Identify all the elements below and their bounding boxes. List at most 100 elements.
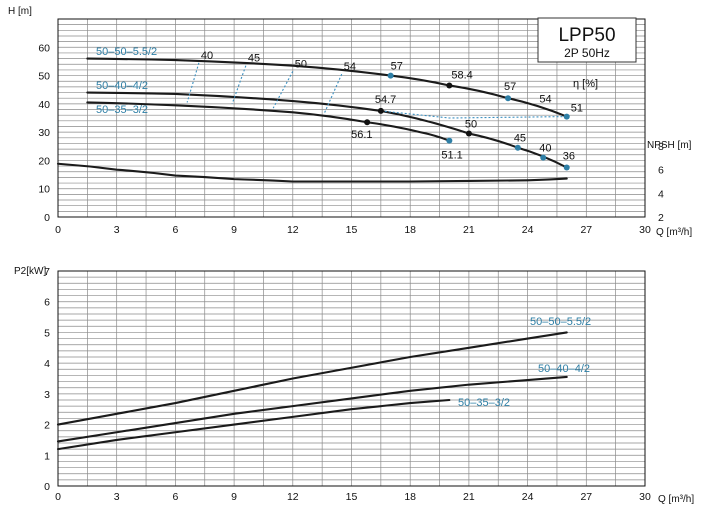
y-tick-label: 5 [44,327,50,339]
efficiency-label: 57 [504,81,516,93]
head-curve-2 [86,101,451,142]
efficiency-label: 51 [571,103,583,115]
efficiency-label: 57 [391,61,403,73]
x-tick-label: 24 [522,224,534,236]
x-tick-label: 6 [172,224,178,236]
x-tick-label: 18 [404,491,416,503]
efficiency-label: 54 [539,93,551,105]
iso-efficiency-line [231,65,247,105]
series-label-50-35: 50–35–3/2 [96,104,148,116]
efficiency-label: 54.7 [375,94,396,106]
efficiency-point [540,154,547,161]
x-tick-label: 12 [287,224,299,236]
power-curve-1 [56,375,568,443]
efficiency-label: 40 [201,50,213,62]
x-tick-label: 0 [55,224,61,236]
x-tick-label: 3 [114,491,120,503]
y-tick-label: 6 [44,297,50,309]
y-tick-label: 7 [44,266,50,278]
npsh-curve [56,162,568,183]
power-axis-label: P2[kW] [14,266,46,277]
x-tick-label: 9 [231,224,237,236]
efficiency-label: 54 [344,61,356,73]
efficiency-point [387,72,394,79]
y-tick-label: 1 [44,450,50,462]
head-axis-label: H [m] [8,6,32,17]
power-curve-labels: 50–50–5.5/2 50–40–4/2 50–35–3/2 [458,316,591,409]
x-tick-label: 12 [287,491,299,503]
chart-subtitle: 2P 50Hz [564,46,610,60]
x-tick-label: 15 [346,224,358,236]
power-plot-frame [57,270,646,487]
head-axis-labels: H [m] Q [m³/h] NPSH [m] [8,6,692,238]
x-tick-label: 27 [580,491,592,503]
npsh-axis-label: NPSH [m] [647,140,692,151]
efficiency-point [446,82,453,89]
chart-title: LPP50 [558,25,615,46]
y-tick-label: 40 [38,99,50,111]
power-label-50-40: 50–40–4/2 [538,363,590,375]
efficiency-label: 50 [295,58,307,70]
title-frame [537,17,637,63]
x-tick-label: 27 [580,224,592,236]
efficiency-point [563,164,570,171]
y-tick-label: 2 [44,420,50,432]
x-tick-label: 30 [639,491,651,503]
y-tick-label: 0 [44,212,50,224]
series-label-50-40: 50–40–4/2 [96,80,148,92]
iso-efficiency-line [272,71,294,109]
x-tick-label: 6 [172,491,178,503]
x-tick-label: 21 [463,224,475,236]
power-label-50-35: 50–35–3/2 [458,397,510,409]
npsh-tick-label: 6 [658,165,664,177]
head-plot-frame [57,18,646,218]
flow-axis-label-bottom: Q [m³/h] [658,494,694,505]
efficiency-point [563,113,570,120]
iso-efficiency-line [186,62,200,103]
x-tick-label: 9 [231,491,237,503]
y-tick-label: 50 [38,71,50,83]
power-curves [56,331,568,451]
power-curve-2 [56,398,451,451]
efficiency-label: 51.1 [441,150,462,162]
x-tick-label: 30 [639,224,651,236]
npsh-tick-label: 4 [658,188,664,200]
x-tick-label: 0 [55,491,61,503]
iso-efficiency-line [380,110,567,119]
efficiency-label: 45 [514,133,526,145]
power-axis-labels: P2[kW] Q [m³/h] [14,266,694,505]
npsh-tick-label: 2 [658,212,664,224]
efficiency-label: η [%] [573,78,598,90]
y-tick-label: 60 [38,42,50,54]
efficiency-label: 45 [248,53,260,65]
iso-efficiency-line [323,73,343,114]
y-tick-label: 20 [38,155,50,167]
efficiency-label: 56.1 [351,129,372,141]
y-tick-label: 30 [38,127,50,139]
efficiency-label: 40 [539,143,551,155]
npsh-tick-label: 8 [658,141,664,153]
y-tick-label: 3 [44,389,50,401]
flow-axis-label-top: Q [m³/h] [656,227,692,238]
head-curve-1 [86,91,568,169]
y-tick-label: 0 [44,481,50,493]
y-tick-label: 4 [44,358,50,370]
efficiency-point [446,137,453,144]
power-curve-0 [56,331,568,426]
series-label-50-50: 50–50–5.5/2 [96,46,157,58]
efficiency-point [465,130,472,137]
chart-title-box: LPP50 2P 50Hz η [%] [537,17,637,90]
x-tick-label: 18 [404,224,416,236]
efficiency-label: 50 [465,119,477,131]
x-tick-label: 3 [114,224,120,236]
x-tick-label: 21 [463,491,475,503]
efficiency-point [377,107,384,114]
efficiency-point [505,95,512,102]
y-tick-label: 10 [38,184,50,196]
efficiency-point [514,144,521,151]
efficiency-label: 36 [563,151,575,163]
